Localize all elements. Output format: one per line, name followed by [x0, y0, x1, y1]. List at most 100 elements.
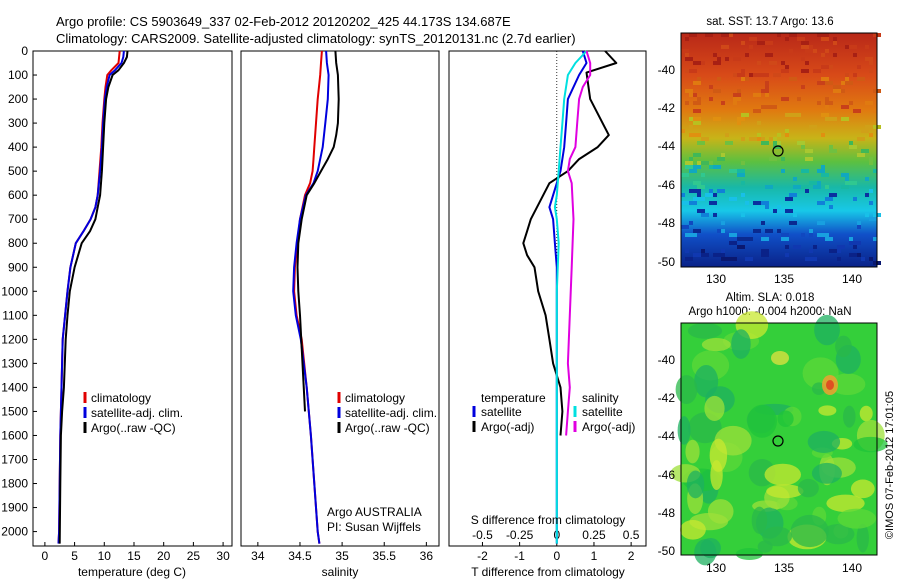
sst-pixel	[781, 237, 789, 241]
sst-pixel	[829, 149, 837, 153]
x-tick-label: 0	[553, 549, 560, 563]
depth-tick-label: 1600	[1, 428, 28, 442]
sst-pixel	[681, 225, 689, 229]
sst-pixel	[693, 197, 701, 201]
sla-blob	[814, 314, 840, 346]
sst-pixel	[681, 49, 689, 53]
sst-pixel	[865, 45, 869, 49]
sst-ytick: -40	[658, 63, 676, 77]
depth-tick-label: 1700	[1, 452, 28, 466]
sst-pixel	[697, 209, 705, 213]
sst-pixel	[729, 241, 737, 245]
sst-pixel	[829, 145, 833, 149]
sst-pixel	[797, 141, 805, 145]
sst-pixel	[821, 173, 829, 177]
argo-location-marker	[772, 145, 784, 157]
sst-pixel	[761, 221, 765, 225]
legend-temperature-title: temperature	[481, 391, 546, 405]
sla-map-title-line-2: Argo h1000: -0.004 h2000: NaN	[688, 306, 851, 318]
sst-pixel	[721, 101, 725, 105]
sst-pixel	[849, 237, 853, 241]
sst-pixel	[849, 181, 857, 185]
sst-pixel	[689, 169, 697, 173]
sst-pixel	[761, 105, 765, 109]
sst-map-x-axis: 130 135 140	[706, 272, 862, 286]
sst-pixel	[741, 77, 745, 81]
sst-pixel	[833, 37, 837, 41]
sst-pixel	[713, 61, 721, 65]
sst-pixel	[773, 105, 777, 109]
sla-xtick: 140	[842, 561, 862, 575]
sst-map-pixels	[681, 33, 881, 265]
depth-tick-label: 1300	[1, 356, 28, 370]
x-tick-label: 1	[591, 549, 598, 563]
sst-pixel	[789, 49, 793, 53]
sst-pixel	[729, 169, 737, 173]
sst-pixel	[865, 125, 873, 129]
sst-pixel	[841, 185, 849, 189]
sla-blob	[735, 548, 763, 560]
sst-pixel	[765, 93, 769, 97]
s-tick-label: -0.5	[472, 528, 493, 542]
sst-pixel	[681, 201, 689, 205]
sla-map-x-axis: 130 135 140	[706, 561, 862, 575]
sst-pixel	[833, 41, 837, 45]
sst-pixel	[873, 109, 877, 113]
sst-pixel	[765, 229, 773, 233]
sst-pixel	[685, 53, 689, 57]
sst-pixel	[709, 97, 713, 101]
sst-pixel	[785, 253, 789, 257]
sst-pixel	[781, 169, 785, 173]
sst-pixel	[853, 241, 861, 245]
sst-pixel	[821, 113, 829, 117]
sst-pixel	[813, 69, 817, 73]
sst-pixel	[805, 189, 809, 193]
legend-argo: Argo(..raw -QC)	[345, 421, 430, 435]
legend-s-satellite: satellite	[582, 405, 623, 419]
sst-pixel	[857, 225, 861, 229]
sst-pixel	[713, 213, 717, 217]
sst-pixel	[781, 69, 789, 73]
sst-pixel	[721, 153, 725, 157]
sst-pixel	[685, 249, 689, 253]
sst-pixel	[697, 141, 705, 145]
x-tick-label: 34	[251, 549, 265, 563]
sst-pixel	[745, 237, 753, 241]
sst-map-frame	[680, 32, 878, 268]
sst-pixel	[733, 57, 741, 61]
sst-pixel	[781, 157, 785, 161]
sst-pixel	[817, 233, 821, 237]
sst-pixel	[837, 257, 841, 261]
sst-pixel	[857, 65, 861, 69]
header-line-1: Argo profile: CS 5903649_337 02-Feb-2012…	[56, 14, 511, 29]
sst-pixel	[693, 165, 701, 169]
sst-pixel	[689, 93, 693, 97]
series-s-satellite	[553, 50, 588, 544]
x-tick-label: 25	[187, 549, 201, 563]
sst-pixel	[777, 141, 781, 145]
sst-pixel	[825, 105, 829, 109]
sst-pixel	[701, 173, 705, 177]
sla-blob	[835, 335, 852, 358]
sst-pixel	[705, 193, 713, 197]
sla-blob	[762, 526, 793, 547]
sst-pixel	[693, 189, 701, 193]
sst-pixel	[789, 193, 797, 197]
sst-pixel	[801, 85, 805, 89]
sst-pixel	[701, 61, 705, 65]
difference-panel: -2 -1 0 1 2-0.5 -0.25 0 0.25 0.5 S difference fr…	[448, 50, 647, 579]
sst-pixel	[749, 137, 757, 141]
sst-pixel	[721, 253, 725, 257]
sst-pixel	[733, 73, 737, 77]
sst-pixel	[805, 157, 813, 161]
sst-pixel	[737, 117, 745, 121]
sst-pixel	[849, 241, 853, 245]
sst-pixel	[741, 161, 745, 165]
sst-pixel	[737, 121, 741, 125]
sst-pixel	[713, 253, 721, 257]
sst-pixel	[761, 237, 769, 241]
sst-pixel	[693, 253, 701, 257]
sst-pixel	[789, 33, 797, 37]
difference-xlabel-top: S difference from climatology	[471, 513, 626, 527]
sst-pixel	[697, 97, 701, 101]
